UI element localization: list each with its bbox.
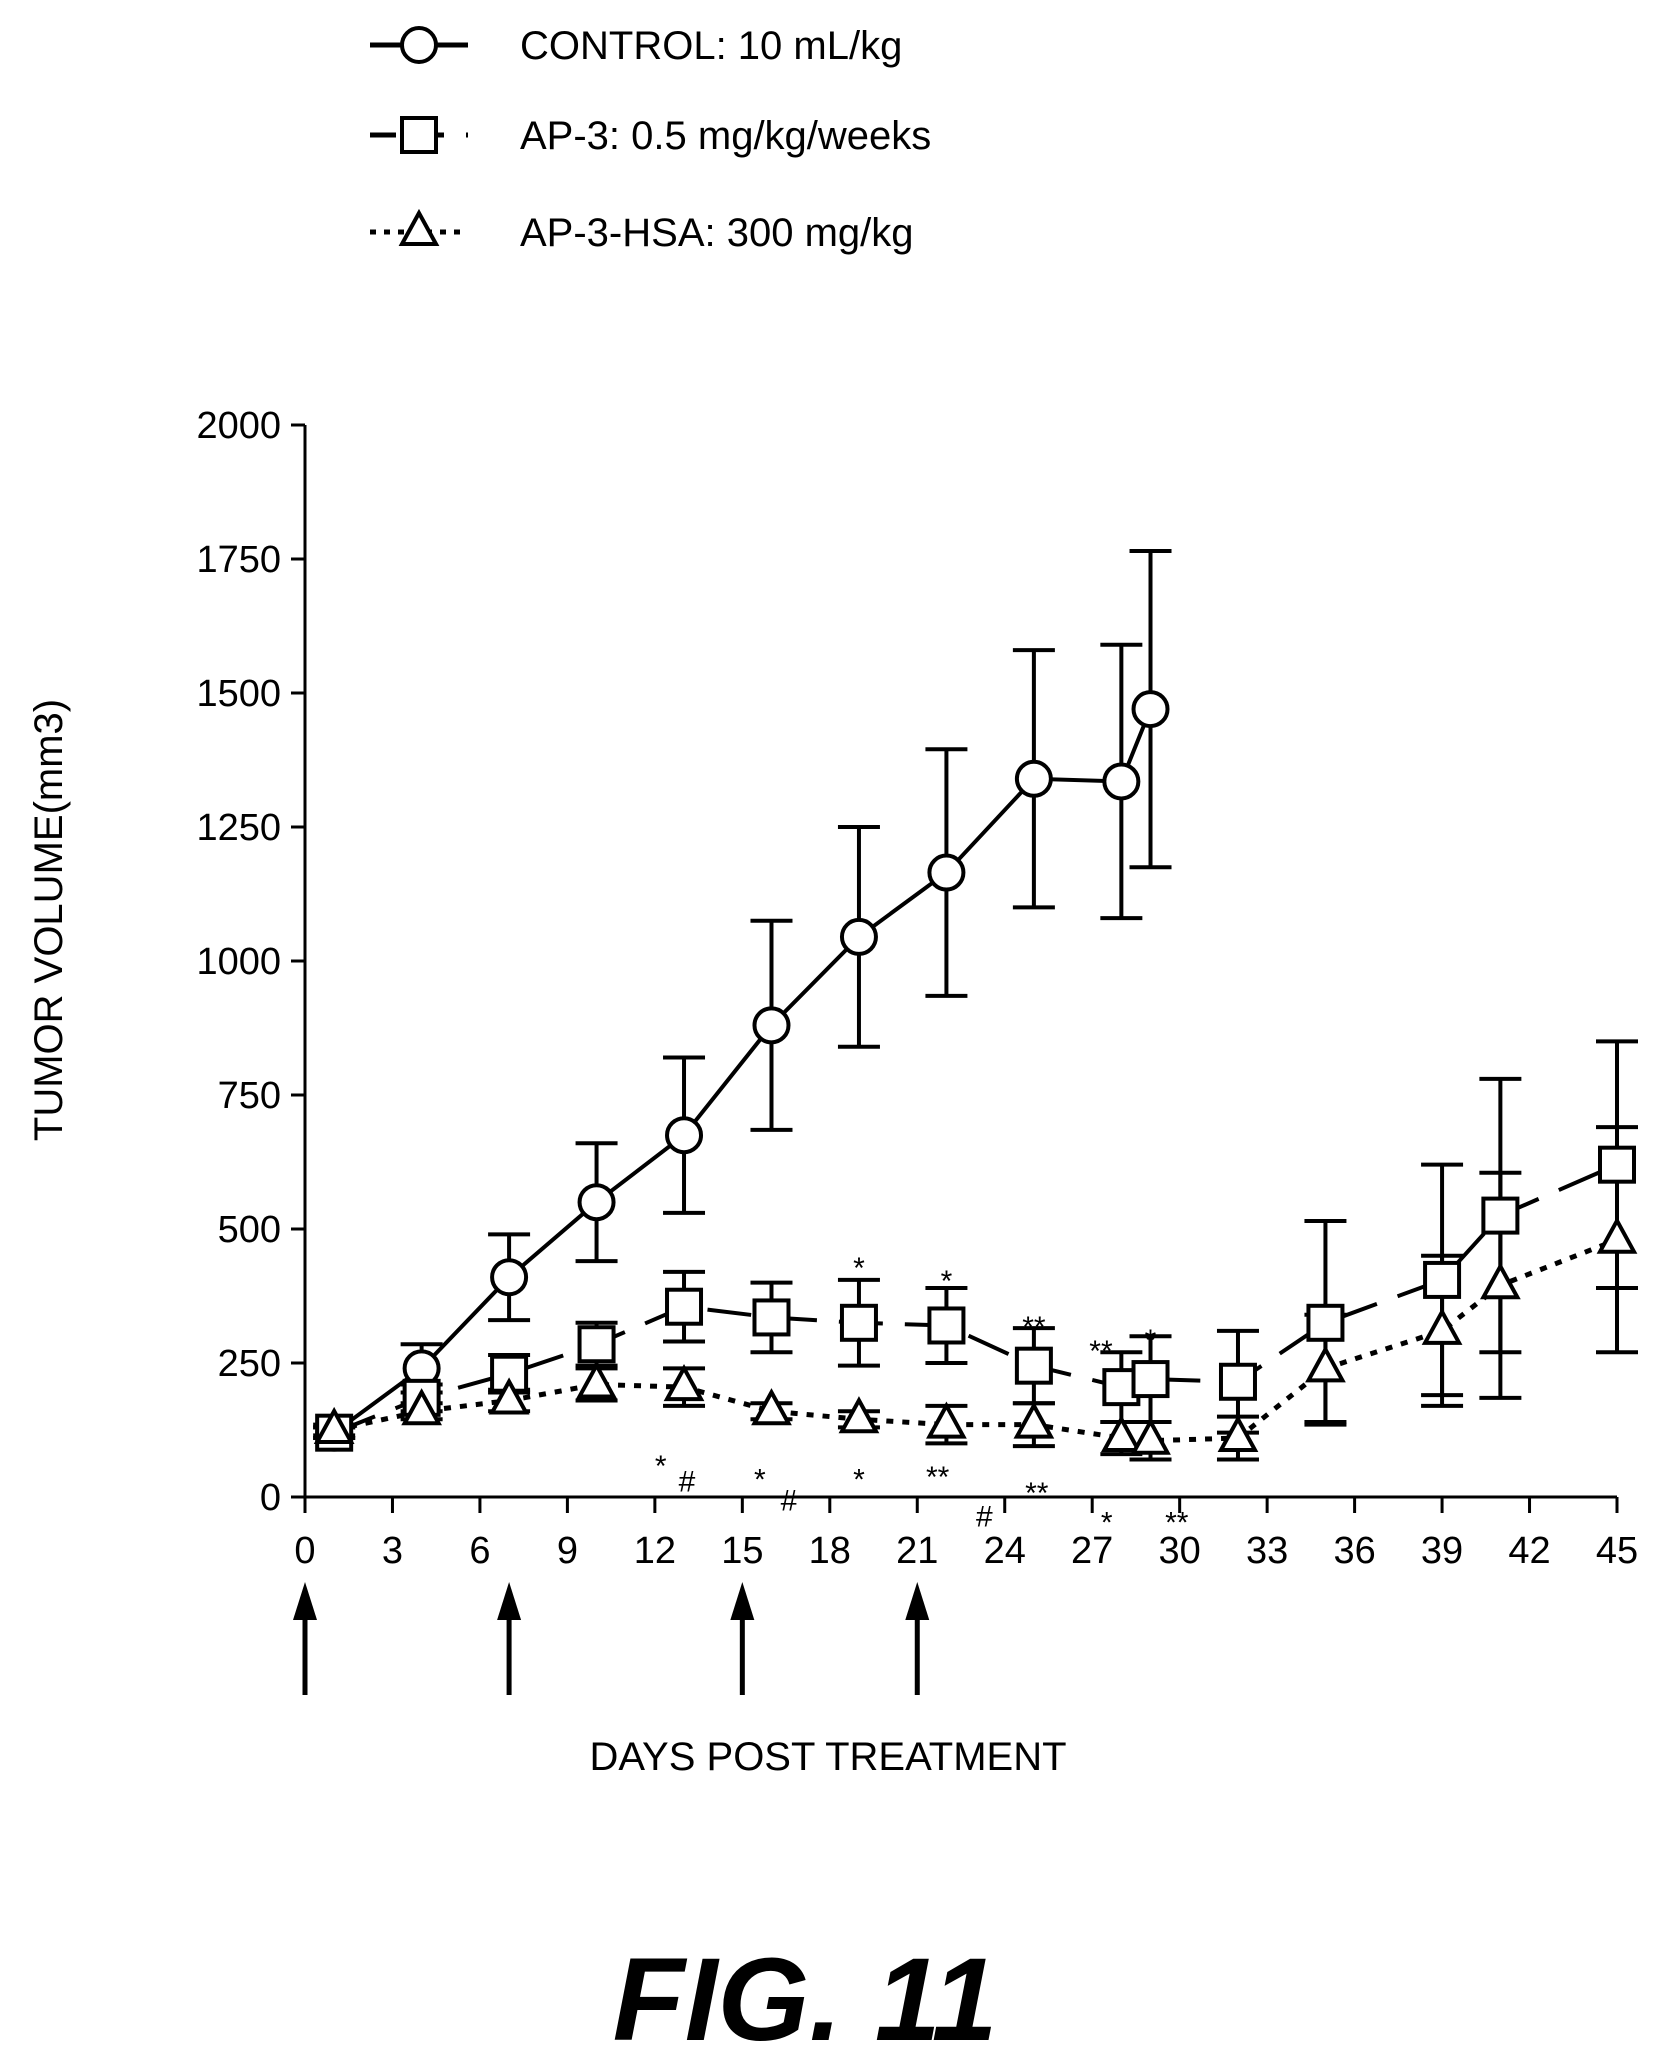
significance-mark: *	[853, 1252, 865, 1285]
x-tick-label: 9	[557, 1530, 578, 1572]
data-point-square	[577, 1325, 616, 1364]
significance-mark: **	[1022, 1311, 1046, 1344]
legend-label: AP-3-HSA: 300 mg/kg	[520, 211, 914, 255]
dosing-arrow-head	[905, 1582, 930, 1620]
significance-mark: *	[754, 1464, 766, 1497]
y-tick-label: 500	[218, 1209, 281, 1251]
legend-label: AP-3: 0.5 mg/kg/weeks	[520, 114, 931, 158]
data-point-square	[1598, 1145, 1636, 1184]
data-point-circle	[752, 1006, 791, 1045]
data-point-square	[1306, 1303, 1345, 1342]
figure-label: FIG. 11	[613, 1934, 998, 2066]
x-tick-label: 21	[896, 1530, 938, 1572]
data-point-circle	[490, 1258, 529, 1297]
data-point-square	[1218, 1362, 1257, 1401]
significance-mark: *	[941, 1265, 953, 1298]
x-tick-label: 33	[1246, 1530, 1288, 1572]
significance-mark: **	[1025, 1477, 1049, 1510]
x-tick-label: 3	[382, 1530, 403, 1572]
y-axis-title: TUMOR VOLUME(mm3)	[27, 699, 71, 1141]
data-point-circle	[665, 1116, 704, 1155]
y-tick-label: 1500	[196, 673, 281, 715]
y-tick-label: 1000	[196, 941, 281, 983]
series-line-square	[333, 1162, 1618, 1435]
significance-mark: **	[1089, 1335, 1113, 1368]
x-tick-label: 36	[1333, 1530, 1375, 1572]
y-tick-label: 2000	[196, 405, 281, 447]
data-point-triangle	[1305, 1345, 1346, 1383]
dosing-arrows	[293, 1582, 930, 1695]
x-tick-label: 45	[1596, 1530, 1638, 1572]
significance-mark: *	[853, 1464, 865, 1497]
y-tick-label: 0	[260, 1477, 281, 1519]
significance-mark: *	[1145, 1324, 1157, 1357]
dosing-arrow-head	[293, 1582, 317, 1620]
data-point-triangle	[1130, 1417, 1171, 1455]
data-point-triangle	[751, 1388, 792, 1426]
legend-marker-triangle	[398, 208, 440, 246]
dosing-arrow-head	[730, 1582, 755, 1620]
significance-mark: *	[1101, 1506, 1113, 1539]
x-tick-label: 42	[1508, 1530, 1550, 1572]
significance-mark: #	[679, 1466, 696, 1499]
data-point-triangle	[488, 1377, 530, 1415]
y-ticks: 0 250 500 750 1000 1250 1500 1750 2000	[196, 405, 305, 1519]
data-point-square	[927, 1306, 966, 1345]
data-point-triangle	[1013, 1401, 1055, 1439]
data-point-triangle	[1596, 1216, 1638, 1254]
legend: CONTROL: 10 mL/kg AP-3: 0.5 mg/kg/weeks AP…	[370, 24, 931, 255]
data-point-triangle	[1480, 1262, 1521, 1300]
data-point-circle	[577, 1183, 616, 1222]
significance-mark: #	[781, 1484, 798, 1517]
x-tick-label: 39	[1421, 1530, 1463, 1572]
x-tick-label: 18	[809, 1530, 851, 1572]
significance-mark: **	[1165, 1506, 1189, 1539]
x-tick-label: 12	[634, 1530, 676, 1572]
data-point-circle	[1102, 762, 1141, 801]
data-point-triangle	[1100, 1414, 1142, 1453]
y-tick-label: 1750	[196, 539, 281, 581]
data-point-circle	[927, 853, 966, 892]
x-axis-title: DAYS POST TREATMENT	[589, 1735, 1066, 1779]
x-tick-label: 30	[1159, 1530, 1201, 1572]
y-tick-label: 750	[218, 1075, 281, 1117]
data-point-triangle	[1421, 1307, 1463, 1345]
series-markers	[313, 690, 1638, 1455]
data-point-square	[1481, 1196, 1520, 1235]
data-point-square	[839, 1303, 878, 1342]
data-point-triangle	[576, 1361, 617, 1399]
x-tick-label: 27	[1071, 1530, 1113, 1572]
data-point-circle	[839, 917, 878, 956]
data-point-triangle	[1217, 1414, 1259, 1453]
x-tick-label: 24	[984, 1530, 1026, 1572]
x-tick-label: 15	[721, 1530, 763, 1572]
series-lines	[332, 708, 1618, 1444]
x-tick-label: 0	[294, 1530, 315, 1572]
dosing-arrow-head	[497, 1582, 522, 1620]
data-point-triangle	[401, 1388, 442, 1426]
x-tick-label: 6	[469, 1530, 490, 1572]
legend-label: CONTROL: 10 mL/kg	[520, 24, 902, 68]
data-point-square	[1014, 1346, 1053, 1385]
data-point-triangle	[313, 1406, 355, 1444]
data-point-square	[1131, 1360, 1170, 1399]
significance-mark: #	[976, 1500, 993, 1533]
y-tick-label: 250	[218, 1343, 281, 1385]
data-point-square	[752, 1298, 791, 1337]
x-ticks: 0 3 6 9 12 15 18 21 24 27 30 33 36 39 42 45	[294, 1497, 1638, 1572]
significance-mark: **	[926, 1461, 950, 1494]
data-point-square	[1423, 1260, 1462, 1299]
data-point-square	[665, 1287, 704, 1326]
y-tick-label: 1250	[196, 807, 281, 849]
data-point-triangle	[838, 1396, 880, 1434]
significance-mark: *	[655, 1450, 667, 1483]
data-point-triangle	[663, 1363, 705, 1402]
data-point-circle	[1014, 759, 1053, 798]
data-point-triangle	[926, 1401, 967, 1439]
legend-marker-circle	[400, 26, 438, 64]
significance-annotations: * ***** ** # *#* **#*** **	[655, 1252, 1189, 1540]
data-point-circle	[1131, 690, 1170, 729]
legend-marker-square	[400, 116, 438, 154]
